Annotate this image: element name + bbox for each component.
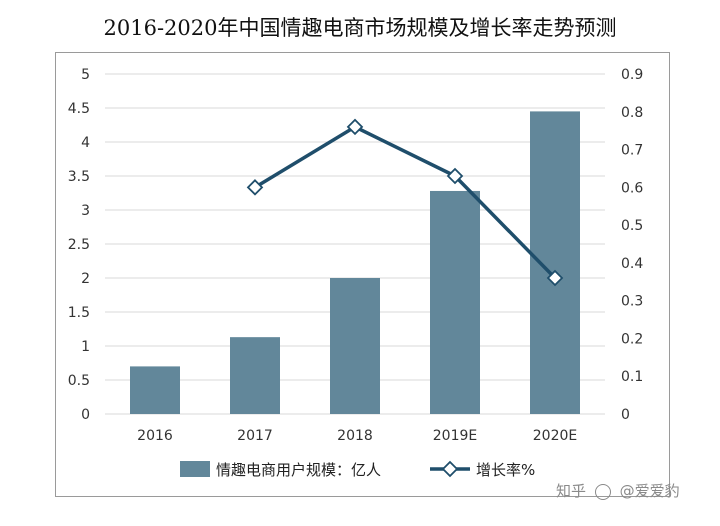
y-right-tick-label: 0.2	[621, 331, 643, 347]
y-right-tick-label: 0.8	[621, 105, 643, 121]
x-tick-label: 2020E	[533, 428, 577, 444]
legend-label-bar: 情趣电商用户规模：亿人	[216, 461, 381, 479]
chart-title: 2016-2020年中国情趣电商市场规模及增长率走势预测	[103, 16, 617, 40]
legend-swatch-marker	[441, 460, 459, 478]
legend-swatch-bar	[180, 461, 210, 477]
watermark-author: @爱爱豹	[619, 482, 680, 500]
growth-rate-point	[546, 269, 564, 287]
y-right-tick-label: 0.7	[621, 143, 643, 159]
watermark-site: 知乎	[556, 482, 587, 500]
y-left-tick-label: 3.5	[68, 169, 90, 185]
y-left-tick-label: 4.5	[68, 101, 90, 117]
y-right-tick-label: 0.6	[621, 180, 643, 196]
chart-frame	[55, 52, 670, 497]
watermark: 知乎 @爱爱豹	[556, 480, 680, 501]
y-right-tick-label: 0.1	[621, 369, 643, 385]
y-right-tick-label: 0	[621, 407, 630, 423]
y-right-tick-label: 0.4	[621, 256, 643, 272]
y-left-tick-label: 2	[81, 271, 90, 287]
y-left-tick-label: 1.5	[68, 305, 90, 321]
y-left-tick-label: 5	[81, 67, 90, 83]
x-tick-label: 2018	[337, 428, 373, 444]
y-left-tick-label: 0	[81, 407, 90, 423]
y-right-tick-label: 0.3	[621, 294, 643, 310]
y-left-tick-label: 3	[81, 203, 90, 219]
bar	[230, 337, 280, 414]
x-tick-label: 2016	[137, 428, 173, 444]
growth-rate-line	[254, 125, 557, 280]
bar	[430, 190, 480, 414]
x-tick-label: 2019E	[433, 428, 477, 444]
y-right-tick-label: 0.5	[621, 218, 643, 234]
y-left-tick-label: 1	[81, 339, 90, 355]
growth-rate-point	[446, 167, 464, 185]
y-left-tick-label: 2.5	[68, 237, 90, 253]
bar	[330, 278, 380, 414]
legend-label-line: 增长率%	[476, 461, 535, 479]
x-tick-label: 2017	[237, 428, 273, 444]
y-right-tick-label: 0.9	[621, 67, 643, 83]
growth-rate-point	[346, 118, 364, 136]
y-left-tick-label: 0.5	[68, 373, 90, 389]
bar	[130, 366, 180, 414]
watermark-icon	[594, 483, 611, 500]
growth-rate-point	[246, 179, 264, 196]
y-left-tick-label: 4	[81, 135, 90, 151]
bar	[530, 111, 580, 415]
